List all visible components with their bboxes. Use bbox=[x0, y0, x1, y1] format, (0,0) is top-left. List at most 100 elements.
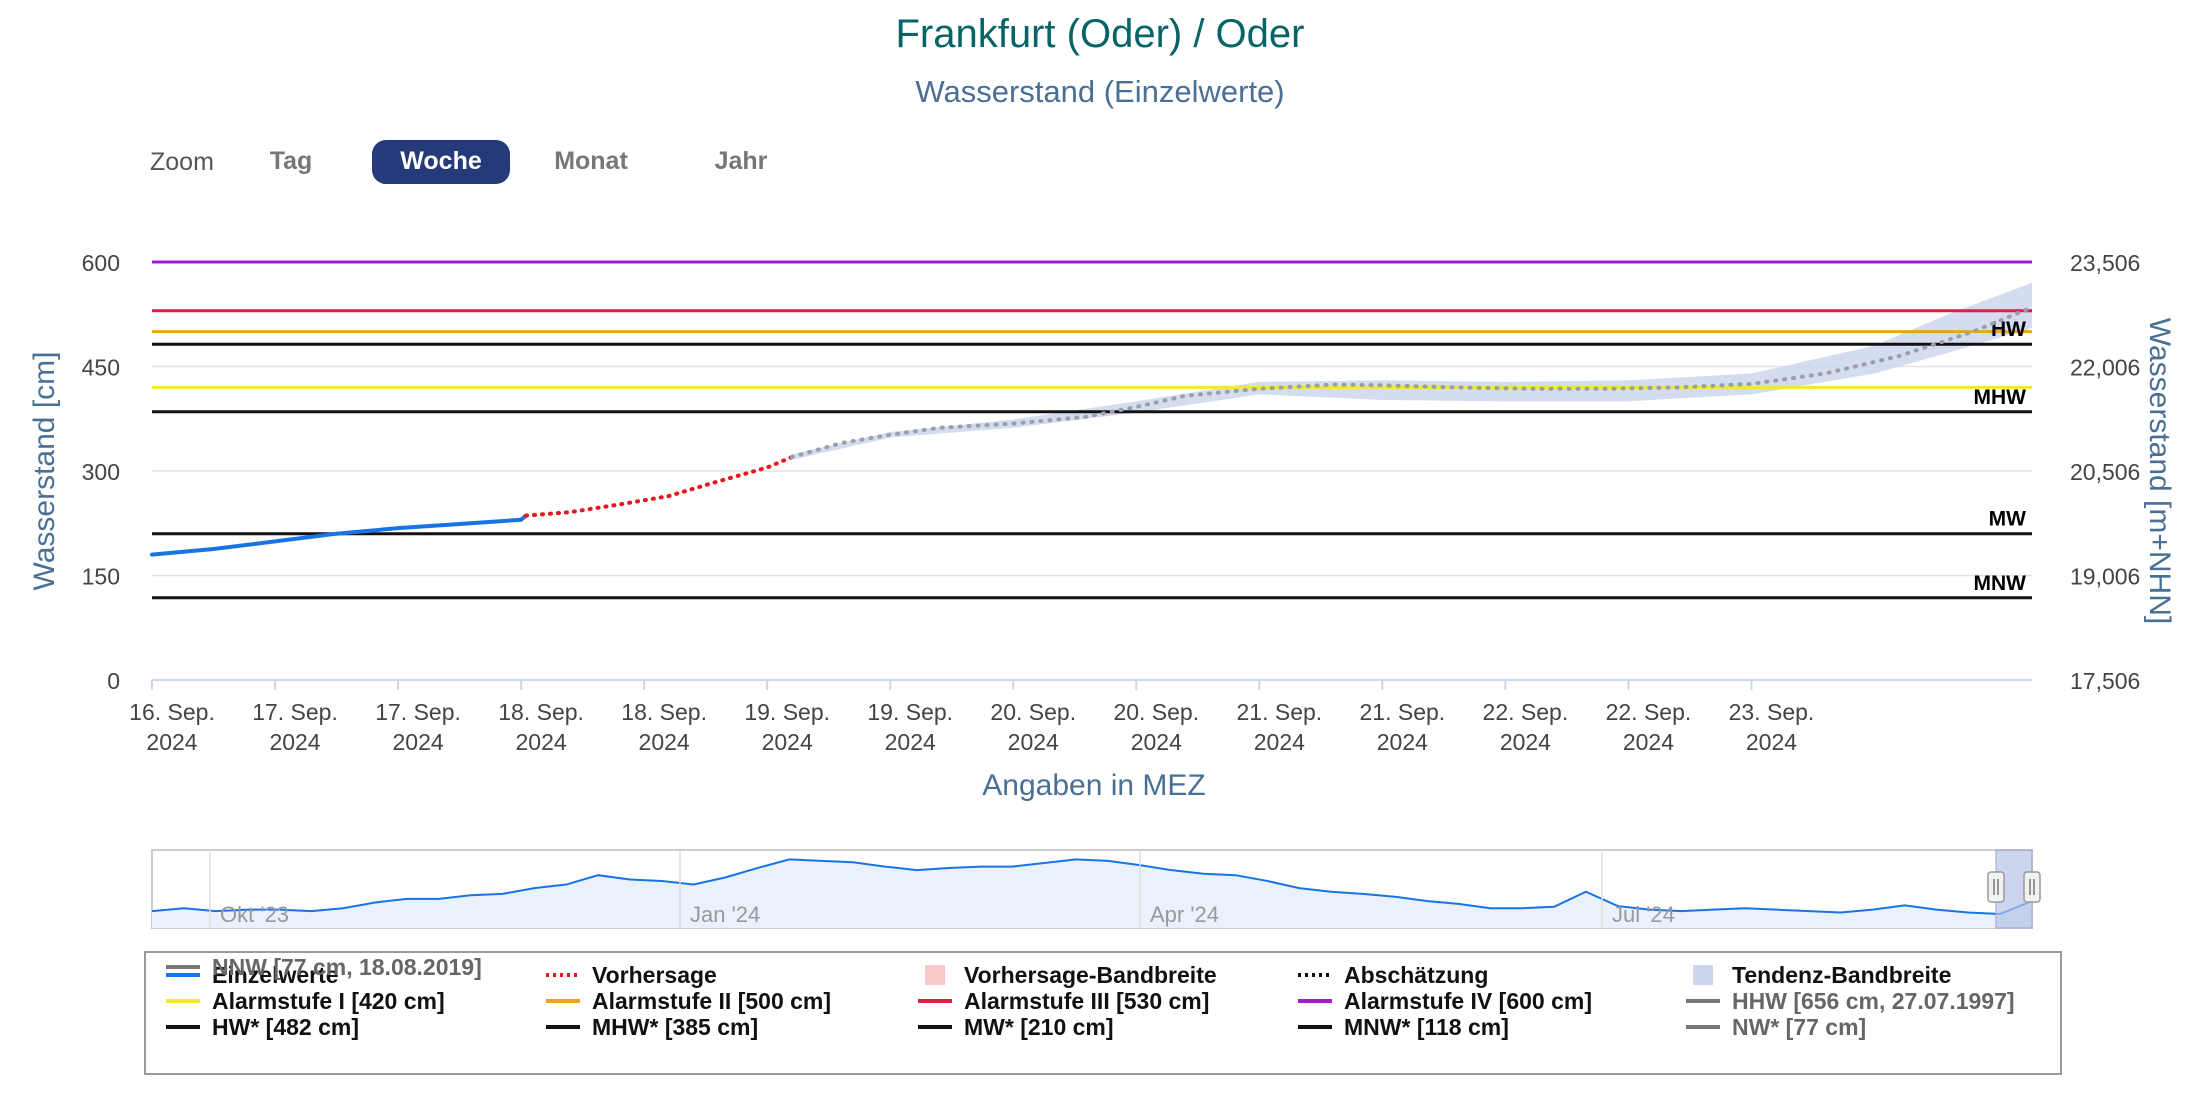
navigator-line bbox=[151, 858, 2033, 915]
legend-symbol bbox=[166, 999, 200, 1003]
y-tick-label-right: 23,506 bbox=[2070, 250, 2140, 276]
legend-symbol bbox=[166, 1025, 200, 1029]
threshold-label: MW bbox=[1989, 508, 2026, 531]
x-tick-label: 18. Sep. bbox=[621, 699, 707, 725]
legend-swatch bbox=[1693, 965, 1713, 985]
navigator-area bbox=[152, 859, 2032, 928]
legend-label: HW* [482 cm] bbox=[212, 1014, 359, 1040]
x-tick-label: 20. Sep. bbox=[990, 699, 1076, 725]
legend-symbol bbox=[1686, 999, 1720, 1003]
y-tick-label: 600 bbox=[82, 250, 120, 276]
legend-label: Abschätzung bbox=[1344, 962, 1489, 988]
x-tick-label-year: 2024 bbox=[639, 729, 690, 755]
x-tick-label: 22. Sep. bbox=[1483, 699, 1569, 725]
zoom-button-jahr[interactable]: Jahr bbox=[714, 147, 768, 175]
y-tick-label-right: 20,506 bbox=[2070, 459, 2140, 485]
x-tick-label-year: 2024 bbox=[1623, 729, 1674, 755]
x-tick-label: 17. Sep. bbox=[375, 699, 461, 725]
y-tick-label: 0 bbox=[107, 668, 120, 694]
tendency-band bbox=[791, 282, 2033, 460]
legend-label: NW* [77 cm] bbox=[1732, 1014, 1867, 1040]
water-level-chart: 0 17,506 150 19,006 300 20,506 450 22,006 600 23,… bbox=[28, 250, 2176, 929]
legend-label: Einzelwerte bbox=[212, 962, 339, 988]
x-axis-title: Angaben in MEZ bbox=[982, 769, 1205, 802]
legend-symbol bbox=[918, 999, 952, 1003]
zoom-label: Zoom bbox=[150, 148, 214, 176]
chart-legend: Einzelwerte Vorhersage Vorhersage-Bandbrei… bbox=[144, 951, 2062, 1075]
legend-label: Alarmstufe III [530 cm] bbox=[964, 988, 1210, 1014]
legend-label: MW* [210 cm] bbox=[964, 1014, 1114, 1040]
legend-label: MHW* [385 cm] bbox=[592, 1014, 759, 1040]
navigator-label: Jan '24 bbox=[690, 902, 760, 927]
x-tick-label: 21. Sep. bbox=[1236, 699, 1322, 725]
zoom-button-tag[interactable]: Tag bbox=[269, 147, 313, 175]
legend-label: Vorhersage-Bandbreite bbox=[964, 962, 1217, 988]
legend-symbol bbox=[546, 1025, 580, 1029]
navigator-handle[interactable] bbox=[1987, 871, 2005, 903]
x-tick-label-year: 2024 bbox=[392, 729, 443, 755]
x-tick-label-year: 2024 bbox=[1500, 729, 1551, 755]
navigator-label: Okt '23 bbox=[220, 902, 289, 927]
x-tick-label: 18. Sep. bbox=[498, 699, 584, 725]
legend-symbol bbox=[1298, 973, 1332, 977]
x-tick-label-year: 2024 bbox=[1131, 729, 1182, 755]
y-axis-title-right: Wasserstand [m+NHN] bbox=[2143, 318, 2176, 624]
chart-title: Frankfurt (Oder) / Oder bbox=[895, 12, 1305, 56]
legend-label: NNW [77 cm, 18.08.2019] bbox=[212, 954, 482, 980]
x-tick-label-year: 2024 bbox=[269, 729, 320, 755]
threshold-label: MNW bbox=[1974, 572, 2027, 595]
legend-symbol bbox=[1298, 999, 1332, 1003]
y-tick-label: 150 bbox=[82, 564, 120, 590]
x-tick-label: 19. Sep. bbox=[744, 699, 830, 725]
x-tick-label-year: 2024 bbox=[516, 729, 567, 755]
x-tick-label: 22. Sep. bbox=[1606, 699, 1692, 725]
legend-label: Alarmstufe II [500 cm] bbox=[592, 988, 832, 1014]
series-line-vorhersage bbox=[524, 455, 794, 518]
legend-symbol bbox=[546, 973, 580, 977]
x-tick-label: 23. Sep. bbox=[1729, 699, 1815, 725]
legend-symbol bbox=[546, 999, 580, 1003]
legend-symbol bbox=[166, 965, 200, 969]
y-tick-label-right: 19,006 bbox=[2070, 564, 2140, 590]
x-tick-label-year: 2024 bbox=[1377, 729, 1428, 755]
x-tick-label-year: 2024 bbox=[1008, 729, 1059, 755]
x-tick-label-year: 2024 bbox=[146, 729, 197, 755]
zoom-button-monat[interactable]: Monat bbox=[554, 147, 628, 175]
y-axis-title: Wasserstand [cm] bbox=[28, 352, 61, 591]
legend-symbol bbox=[918, 1025, 952, 1029]
x-tick-label-year: 2024 bbox=[762, 729, 813, 755]
legend-label: MNW* [118 cm] bbox=[1344, 1014, 1509, 1040]
x-tick-label-year: 2024 bbox=[885, 729, 936, 755]
threshold-label: MHW bbox=[1974, 386, 2027, 409]
navigator-label: Apr '24 bbox=[1150, 902, 1219, 927]
y-tick-label-right: 17,506 bbox=[2070, 668, 2140, 694]
legend-label: Alarmstufe I [420 cm] bbox=[212, 988, 445, 1014]
legend-label: Tendenz-Bandbreite bbox=[1732, 962, 1952, 988]
x-tick-label: 21. Sep. bbox=[1360, 699, 1446, 725]
legend-swatch bbox=[925, 965, 945, 985]
series-line-einzelwerte bbox=[150, 513, 529, 557]
series-line-abschätzung bbox=[789, 305, 2034, 460]
x-tick-label: 16. Sep. bbox=[129, 699, 215, 725]
zoom-button-woche[interactable]: Woche bbox=[372, 140, 510, 184]
x-tick-label: 20. Sep. bbox=[1113, 699, 1199, 725]
legend-symbol bbox=[1686, 1025, 1720, 1029]
navigator-handle[interactable] bbox=[2023, 871, 2041, 903]
legend-symbol bbox=[166, 973, 200, 977]
navigator-label: Jul '24 bbox=[1612, 902, 1675, 927]
x-tick-label: 19. Sep. bbox=[867, 699, 953, 725]
x-tick-label: 17. Sep. bbox=[252, 699, 338, 725]
x-tick-label-year: 2024 bbox=[1254, 729, 1305, 755]
chart-subtitle: Wasserstand (Einzelwerte) bbox=[915, 74, 1285, 109]
legend-label: Vorhersage bbox=[592, 962, 717, 988]
legend-label: Alarmstufe IV [600 cm] bbox=[1344, 988, 1592, 1014]
legend-symbol bbox=[1693, 965, 1713, 985]
legend-symbol bbox=[925, 965, 945, 985]
y-tick-label-right: 22,006 bbox=[2070, 355, 2140, 381]
x-tick-label-year: 2024 bbox=[1746, 729, 1797, 755]
y-tick-label: 450 bbox=[82, 355, 120, 381]
threshold-label: HW bbox=[1991, 318, 2026, 341]
legend-symbol bbox=[1298, 1025, 1332, 1029]
y-tick-label: 300 bbox=[82, 459, 120, 485]
